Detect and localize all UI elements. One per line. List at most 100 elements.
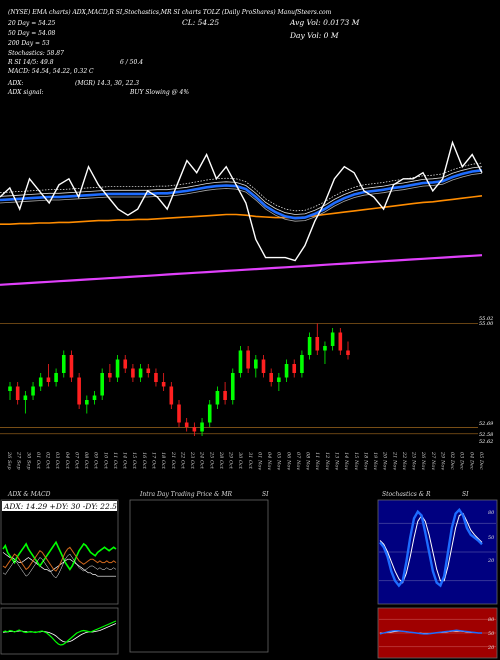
candle-body — [123, 359, 128, 369]
date-tick-label: 25 Oct — [208, 451, 214, 470]
date-tick-label: 03 Dec — [459, 452, 465, 470]
date-tick-label: 30 Sep — [25, 452, 31, 470]
candle-body — [54, 373, 58, 382]
date-tick-label: 28 Oct — [218, 451, 224, 470]
date-axis: 26 Sep 27 Sep 30 Sep 01 Oct 02 Oct 03 Oct 04 O… — [6, 451, 484, 470]
adx-ref-line — [2, 553, 117, 579]
candle-body — [261, 359, 266, 373]
candle-body — [215, 391, 220, 405]
avg-volume: Avg Vol: 0.0173 M — [290, 18, 360, 27]
candle-body — [38, 377, 43, 387]
stoch-panel-si: SI — [462, 491, 469, 498]
date-tick-label: 15 Oct — [131, 452, 137, 470]
adx-lines — [2, 540, 117, 579]
adx-signal-label: ADX signal: — [8, 89, 44, 96]
candle-body — [138, 368, 143, 378]
macd-lines — [2, 620, 117, 646]
date-tick-label: 10 Oct — [102, 452, 108, 470]
rsi-line — [379, 629, 482, 635]
date-tick-label: 21 Nov — [391, 451, 397, 470]
stoch-panel-title: Stochastics & R — [382, 491, 431, 498]
date-tick-label: 09 Oct — [93, 452, 99, 470]
ema50-label: 50 Day = 54.08 — [8, 30, 56, 37]
candle-body — [169, 386, 174, 405]
candle-body — [77, 377, 81, 405]
date-tick-label: 17 Oct — [151, 452, 157, 470]
candle-body — [23, 395, 28, 400]
ema200-label: 200 Day = 53 — [8, 40, 50, 47]
rsi-label: R SI 14/5: 49.8 — [8, 59, 54, 66]
date-tick-label: 23 Oct — [189, 451, 195, 470]
ema-chart-layer — [0, 140, 483, 286]
ema-50-line — [0, 195, 483, 225]
adx-signal: BUY Slowing @ 4% — [130, 89, 190, 96]
rsi-label-2: 6 / 50.4 — [120, 59, 144, 66]
candle-body — [238, 350, 243, 373]
minus-di-line — [2, 546, 117, 572]
date-tick-label: 05 Dec — [478, 452, 484, 470]
candle-body — [254, 359, 258, 369]
candle-body — [146, 368, 151, 373]
candle-body — [200, 422, 204, 432]
candle-body — [15, 386, 20, 400]
rsi-tick-20: 20 — [487, 645, 495, 651]
date-tick-label: 08 Nov — [305, 452, 311, 470]
date-tick-label: 01 Nov — [256, 452, 262, 470]
intraday-panel-frame — [129, 499, 269, 653]
date-tick-label: 05 Nov — [276, 452, 282, 470]
date-tick-label: 14 Nov — [343, 452, 349, 470]
adx-label: ADX: — [8, 80, 24, 87]
date-tick-label: 08 Oct — [83, 452, 89, 470]
candle-body — [346, 350, 350, 355]
candle-body — [246, 350, 250, 369]
candle-body — [300, 355, 304, 373]
intraday-panel-si: SI — [262, 491, 269, 498]
ema-20-line — [0, 169, 483, 220]
date-tick-label: 27 Sep — [16, 451, 22, 470]
candle-body — [161, 382, 166, 387]
candle-body — [315, 337, 320, 351]
stoch-d-line — [379, 512, 483, 584]
close-label: CL: 54.25 — [182, 18, 220, 27]
candle-body — [31, 386, 35, 396]
date-tick-label: 19 Nov — [372, 452, 378, 470]
date-tick-label: 18 Nov — [362, 452, 368, 470]
stochastics-label: Stochastics: 58.87 — [8, 50, 64, 57]
ema-200-line — [0, 254, 483, 286]
candle-body — [108, 373, 112, 378]
candle-body — [330, 332, 335, 346]
candle-body — [8, 386, 12, 391]
candle-body — [307, 337, 312, 355]
date-tick-label: 07 Nov — [295, 452, 301, 470]
date-tick-label: 01 Oct — [35, 452, 41, 470]
stoch-tick-50: 50 — [488, 535, 495, 541]
date-tick-label: 21 Oct — [170, 451, 176, 470]
ema-extra-line-1 — [0, 172, 483, 222]
candle-body — [85, 400, 89, 405]
date-tick-label: 30 Oct — [237, 452, 243, 470]
candle-body — [338, 332, 343, 351]
candle-body — [223, 391, 227, 400]
date-tick-label: 29 Oct — [228, 451, 234, 470]
candle-body — [192, 427, 197, 432]
ema20-label: 20 Day = 54.25 — [8, 20, 56, 27]
date-tick-label: 16 Oct — [141, 452, 147, 470]
date-tick-label: 25 Nov — [411, 451, 417, 470]
date-tick-label: 04 Nov — [266, 452, 272, 470]
candlestick-layer — [0, 323, 478, 436]
day-volume: Day Vol: 0 M — [290, 31, 339, 40]
date-tick-label: 20 Nov — [382, 451, 388, 470]
rsi-tick-80: 80 — [488, 617, 495, 623]
macd-line — [2, 620, 117, 646]
rsi-tick-50: 50 — [488, 631, 495, 637]
date-tick-label: 04 Dec — [468, 452, 474, 470]
stoch-tick-80: 80 — [488, 510, 495, 516]
date-tick-label: 22 Nov — [401, 451, 407, 470]
rsi-lines — [379, 618, 496, 648]
candle-body — [69, 355, 74, 378]
candle-body — [115, 359, 120, 378]
stoch-tick-20: 20 — [487, 558, 495, 564]
candle-body — [230, 373, 235, 400]
candle-body — [100, 373, 104, 396]
